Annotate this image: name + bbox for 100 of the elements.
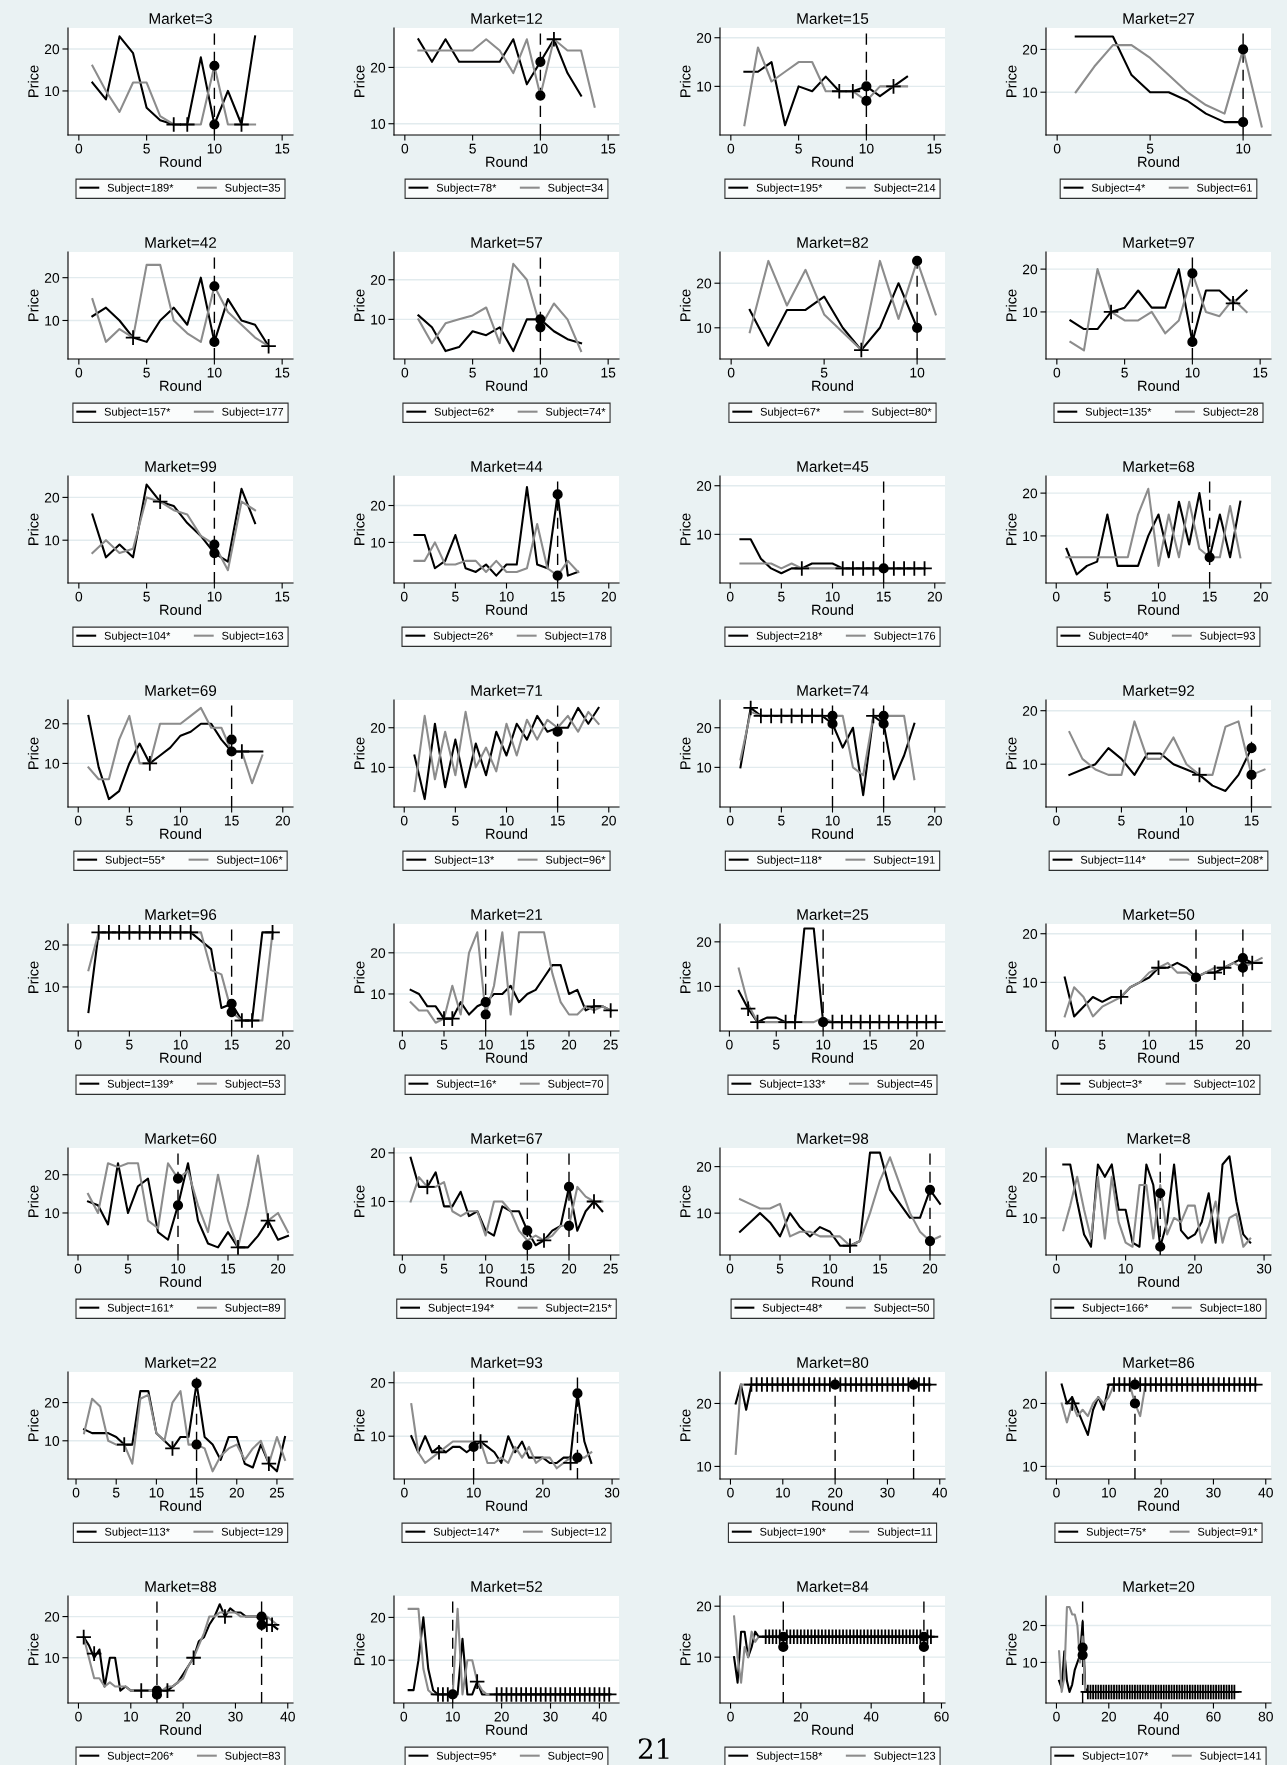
y-axis-title: Price (353, 1185, 365, 1217)
x-tick-label: 30 (604, 1487, 620, 1498)
y-axis-title: Price (1005, 1185, 1017, 1217)
legend-label: Subject=83 (225, 1751, 281, 1762)
y-tick-label: 10 (45, 86, 60, 97)
x-axis-title: Round (812, 1500, 854, 1511)
x-tick-label: 0 (1053, 1263, 1060, 1274)
x-axis-title: Round (812, 380, 854, 391)
x-tick-label: 5 (1146, 143, 1154, 154)
x-tick-label: 5 (452, 815, 459, 826)
legend-label: Subject=104* (104, 631, 171, 642)
legend-label: Subject=12 (551, 1527, 606, 1538)
x-tick-label: 15 (1189, 1039, 1204, 1050)
legend-label: Subject=135* (1085, 407, 1152, 418)
x-tick-label: 0 (74, 1263, 82, 1274)
x-tick-label: 10 (1179, 815, 1194, 826)
x-tick-label: 20 (275, 1039, 290, 1050)
y-tick-label: 20 (370, 275, 386, 285)
x-axis-title: Round (160, 1500, 202, 1511)
x-tick-label: 0 (75, 1711, 82, 1722)
chart-title: Market=88 (145, 1580, 217, 1592)
legend-label: Subject=90 (548, 1751, 604, 1762)
y-tick-label: 10 (697, 1652, 712, 1663)
y-axis-title: Price (679, 289, 691, 321)
legend-label: Subject=139* (107, 1079, 174, 1090)
legend-label: Subject=53 (225, 1079, 281, 1090)
y-tick-label: 10 (697, 981, 712, 992)
x-tick-label: 0 (75, 367, 83, 378)
legend-label: Subject=70 (548, 1079, 604, 1090)
x-tick-label: 10 (776, 1487, 790, 1498)
y-axis-title: Price (679, 1185, 691, 1217)
y-axis-title: Price (1005, 1409, 1017, 1441)
legend-label: Subject=214 (874, 183, 936, 194)
legend-label: Subject=45 (877, 1079, 933, 1090)
x-tick-label: 40 (1258, 1487, 1273, 1498)
x-tick-label: 20 (927, 815, 942, 826)
x-tick-label: 20 (535, 1487, 551, 1498)
legend-label: Subject=95* (436, 1751, 497, 1762)
y-tick-label: 20 (370, 723, 386, 733)
y-tick-label: 10 (1023, 1461, 1038, 1472)
legend-label: Subject=161* (107, 1303, 174, 1314)
legend-label: Subject=35 (225, 183, 281, 194)
legend-label: Subject=40* (1088, 631, 1149, 642)
y-axis-title: Price (353, 961, 365, 993)
x-tick-label: 10 (173, 815, 188, 826)
y-tick-label: 10 (1023, 1213, 1038, 1224)
x-tick-label: 5 (469, 367, 476, 378)
x-tick-label: 40 (1153, 1711, 1169, 1722)
x-tick-label: 20 (909, 1039, 925, 1050)
x-tick-label: 10 (171, 1263, 186, 1274)
x-tick-label: 0 (399, 1039, 406, 1050)
x-tick-label: 5 (469, 143, 476, 154)
legend-label: Subject=176 (874, 631, 936, 642)
x-tick-label: 80 (1258, 1711, 1273, 1722)
y-tick-label: 10 (371, 1655, 386, 1666)
y-tick-label: 20 (696, 1398, 712, 1409)
x-tick-label: 10 (1102, 1487, 1116, 1498)
x-tick-label: 15 (221, 1263, 236, 1274)
x-tick-label: 25 (603, 1263, 618, 1274)
x-tick-label: 10 (149, 1487, 164, 1498)
x-tick-label: 5 (1121, 367, 1128, 378)
y-tick-label: 20 (1022, 44, 1038, 55)
x-tick-label: 0 (399, 1263, 406, 1274)
x-tick-label: 15 (876, 591, 891, 602)
chart-title: Market=98 (797, 1132, 869, 1144)
y-tick-label: 10 (1023, 1657, 1038, 1668)
y-tick-label: 20 (696, 1601, 712, 1612)
x-tick-label: 40 (932, 1487, 947, 1498)
x-axis-title: Round (486, 156, 528, 167)
x-tick-label: 0 (727, 143, 735, 154)
x-tick-label: 20 (561, 1263, 577, 1274)
chart-title: Market=71 (471, 684, 543, 696)
y-axis-title: Price (27, 1633, 39, 1665)
chart-title: Market=82 (797, 236, 869, 248)
x-tick-label: 0 (401, 1487, 408, 1498)
x-tick-label: 5 (112, 1487, 120, 1498)
x-axis-title: Round (486, 380, 528, 391)
y-axis-title: Price (679, 1633, 691, 1665)
y-axis-title: Price (27, 1409, 39, 1441)
legend-label: Subject=215* (545, 1303, 612, 1314)
legend-label: Subject=218* (756, 631, 823, 642)
x-tick-label: 20 (793, 1711, 809, 1722)
y-tick-label: 10 (45, 315, 60, 326)
chart-title: Market=15 (797, 12, 869, 24)
x-tick-label: 15 (1202, 591, 1217, 602)
x-tick-label: 10 (1118, 1263, 1133, 1274)
y-axis-title: Price (1005, 289, 1017, 321)
legend-label: Subject=16* (436, 1079, 497, 1090)
x-tick-label: 10 (207, 591, 222, 602)
x-axis-title: Round (486, 1276, 528, 1287)
y-tick-label: 20 (370, 1378, 386, 1388)
x-axis-title: Round (812, 1724, 854, 1735)
legend-label: Subject=91* (1197, 1527, 1258, 1538)
y-tick-label: 10 (45, 535, 60, 546)
legend-label: Subject=78* (436, 183, 497, 194)
x-tick-label: 30 (880, 1487, 895, 1498)
x-tick-label: 20 (1253, 591, 1268, 602)
legend-label: Subject=26* (433, 631, 494, 642)
x-tick-label: 60 (934, 1711, 949, 1722)
legend-label: Subject=191 (873, 855, 935, 866)
